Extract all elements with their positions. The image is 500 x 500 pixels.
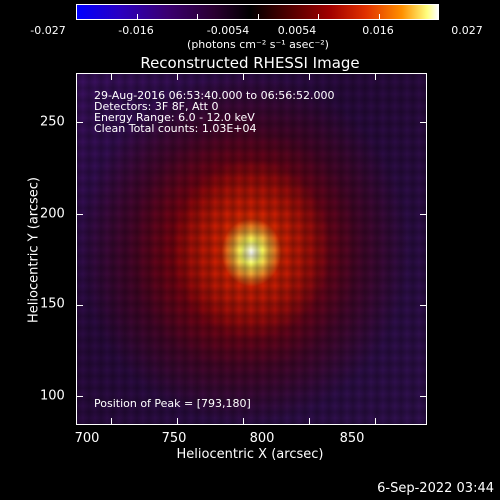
y-tick-label: 250 bbox=[40, 114, 65, 130]
y-tick-label: 200 bbox=[40, 206, 65, 222]
x-tick bbox=[309, 418, 310, 424]
colorbar-label: 0.0054 bbox=[277, 24, 317, 37]
colorbar bbox=[76, 4, 439, 20]
y-tick bbox=[77, 305, 83, 306]
rhessi-image: 29-Aug-2016 06:53:40.000 to 06:56:52.000… bbox=[76, 73, 427, 425]
y-tick bbox=[77, 396, 83, 397]
colorbar-label: 0.016 bbox=[362, 24, 394, 37]
x-tick-label: 750 bbox=[161, 431, 187, 446]
y-tick bbox=[420, 305, 426, 306]
y-tick bbox=[420, 214, 426, 215]
plot-title: Reconstructed RHESSI Image bbox=[140, 54, 360, 72]
colorbar-label: 0.027 bbox=[451, 24, 483, 37]
colorbar-label: -0.027 bbox=[30, 24, 66, 37]
colorbar-label: -0.016 bbox=[118, 24, 154, 37]
x-axis-title: Heliocentric X (arcsec) bbox=[176, 447, 324, 462]
y-axis-title: Heliocentric Y (arcsec) bbox=[26, 177, 42, 323]
x-tick bbox=[111, 418, 112, 424]
info-detectors: Detectors: 3F 8F, Att 0 bbox=[94, 100, 219, 113]
x-tick-label: 850 bbox=[339, 431, 365, 446]
x-tick bbox=[375, 418, 376, 424]
y-tick bbox=[420, 122, 426, 123]
colorbar-tick bbox=[137, 14, 138, 19]
x-tick bbox=[177, 418, 178, 424]
x-tick bbox=[309, 74, 310, 80]
y-tick bbox=[420, 396, 426, 397]
x-tick bbox=[243, 74, 244, 80]
colorbar-tick bbox=[197, 14, 198, 19]
colorbar-units: (photons cm⁻² s⁻¹ asec⁻²) bbox=[187, 38, 329, 51]
generation-timestamp: 6-Sep-2022 03:44 bbox=[377, 481, 494, 496]
colorbar-tick bbox=[379, 14, 380, 19]
x-tick bbox=[375, 74, 376, 80]
colorbar-tick bbox=[258, 14, 259, 19]
image-texture bbox=[77, 74, 426, 424]
info-energy-range: Energy Range: 6.0 - 12.0 keV bbox=[94, 111, 255, 124]
colorbar-tick bbox=[318, 14, 319, 19]
info-time-range: 29-Aug-2016 06:53:40.000 to 06:56:52.000 bbox=[94, 89, 335, 102]
x-tick bbox=[243, 418, 244, 424]
x-tick bbox=[177, 74, 178, 80]
y-tick bbox=[77, 214, 83, 215]
peak-position: Position of Peak = [793,180] bbox=[94, 397, 251, 410]
x-tick bbox=[111, 74, 112, 80]
y-tick-label: 150 bbox=[40, 296, 65, 312]
colorbar-label: -0.0054 bbox=[206, 24, 250, 37]
y-tick-label: 100 bbox=[40, 388, 65, 404]
y-tick bbox=[77, 122, 83, 123]
x-tick-label: 700 bbox=[74, 431, 100, 446]
info-total-counts: Clean Total counts: 1.03E+04 bbox=[94, 122, 257, 135]
x-tick-label: 800 bbox=[249, 431, 275, 446]
